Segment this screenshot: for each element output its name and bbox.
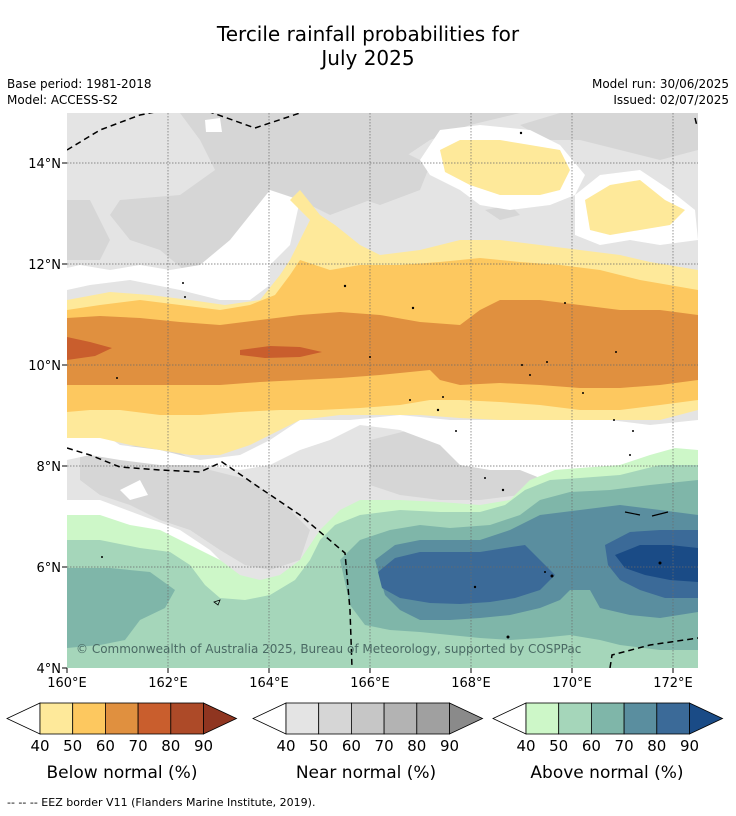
legends: 40 50 60 70 80 90 Below normal (%) 40 50 60 70 80 90… xyxy=(6,702,724,783)
x-tick-label: 162°E xyxy=(148,676,188,691)
above-normal-60-region xyxy=(67,568,175,648)
colorbar-swatch xyxy=(558,702,592,735)
colorbar-swatch xyxy=(39,702,74,735)
near-normal-50-patch xyxy=(110,113,520,275)
colorbar-1: 40 50 60 70 80 90 Below normal (%) xyxy=(6,702,238,783)
x-tick-label: 170°E xyxy=(552,676,592,691)
model-name: Model: ACCESS-S2 xyxy=(7,93,119,107)
below-normal-70-patch xyxy=(67,337,112,360)
colorbar-tick-label: 70 xyxy=(129,737,148,755)
colorbar-tick-label: 60 xyxy=(582,737,601,755)
colorbar-label: Below normal (%) xyxy=(47,763,198,783)
colorbar-swatch xyxy=(285,702,320,735)
meta-right: Model run: 30/06/2025 Issued: 02/07/2025 xyxy=(592,76,729,108)
near-normal-50-patch xyxy=(520,113,698,160)
y-tick-label: 4°N xyxy=(37,662,62,677)
x-tick-label: 172°E xyxy=(653,676,693,691)
colorbar-swatch xyxy=(318,702,352,735)
y-tick-label: 10°N xyxy=(28,359,61,374)
near-normal-50-patch xyxy=(248,520,270,555)
colorbar-label: Above normal (%) xyxy=(530,763,683,783)
colorbar-swatch xyxy=(170,702,204,735)
colorbar-tick-label: 60 xyxy=(96,737,115,755)
y-tick-label: 14°N xyxy=(28,157,61,172)
colorbar-tick-label: 70 xyxy=(615,737,634,755)
below-normal-60-band xyxy=(67,300,698,388)
colorbar-over-triangle xyxy=(689,702,724,735)
below-normal-40-patch xyxy=(440,140,570,195)
colorbar-under-triangle xyxy=(6,702,41,735)
colorbar-over-triangle xyxy=(449,702,484,735)
colorbar-tick-label: 40 xyxy=(30,737,49,755)
above-normal-90-region xyxy=(615,545,698,582)
y-tick-label: 8°N xyxy=(37,460,62,475)
x-tick-label: 166°E xyxy=(350,676,390,691)
y-axis-labels: 14°N 12°N 10°N 8°N 6°N 4°N xyxy=(28,157,61,677)
colorbar-tick-label: 70 xyxy=(375,737,394,755)
colorbar-swatch xyxy=(72,702,106,735)
colorbar-tick-label: 50 xyxy=(63,737,82,755)
below-normal-40-patch xyxy=(585,180,685,235)
no-signal-gap xyxy=(120,480,148,500)
colorbar-tick-label: 40 xyxy=(516,737,535,755)
axis-ticks xyxy=(62,162,674,673)
no-signal-gap xyxy=(205,118,222,132)
colorbar-swatch xyxy=(623,702,658,735)
colorbar-swatch xyxy=(591,702,625,735)
title-line-1: Tercile rainfall probabilities for xyxy=(216,22,520,46)
island-atoll xyxy=(213,599,221,606)
y-tick-label: 12°N xyxy=(28,258,61,273)
title-line-2: July 2025 xyxy=(321,46,415,70)
colorbar-tick-label: 40 xyxy=(276,737,295,755)
colorbar-swatch xyxy=(350,702,385,735)
colorbar-swatch xyxy=(137,702,172,735)
colorbar-3: 40 50 60 70 80 90 Above normal (%) xyxy=(492,702,724,783)
x-tick-label: 164°E xyxy=(249,676,289,691)
near-normal-50-patch xyxy=(370,430,540,500)
x-axis-labels: 160°E 162°E 164°E 166°E 168°E 170°E 172°… xyxy=(47,676,693,691)
base-period: Base period: 1981-2018 xyxy=(7,77,152,91)
colorbar-swatch xyxy=(525,702,560,735)
colorbar-tick-label: 90 xyxy=(440,737,459,755)
x-tick-label: 168°E xyxy=(451,676,491,691)
colorbar-tick-label: 80 xyxy=(647,737,666,755)
issued-date: Issued: 02/07/2025 xyxy=(613,93,729,107)
colorbar-swatch xyxy=(656,702,690,735)
island-atoll xyxy=(624,511,669,517)
near-normal-50-patch xyxy=(67,200,110,260)
colorbar-over-triangle xyxy=(203,702,238,735)
eez-border xyxy=(67,113,698,668)
model-run: Model run: 30/06/2025 xyxy=(591,77,729,91)
no-signal-gap xyxy=(67,190,300,300)
above-normal-80-region xyxy=(378,545,555,604)
eez-footnote: -- -- -- EEZ border V11 (Flanders Marine… xyxy=(7,796,316,809)
copyright-text: © Commonwealth of Australia 2025, Bureau… xyxy=(76,642,581,656)
island-dots xyxy=(101,131,662,639)
colorbar-under-triangle xyxy=(252,702,287,735)
map-title: Tercile rainfall probabilities for July … xyxy=(0,22,736,70)
below-normal-70-patch xyxy=(240,346,322,358)
gridlines xyxy=(67,113,698,668)
colorbar-under-triangle xyxy=(492,702,527,735)
colorbar-tick-label: 80 xyxy=(407,737,426,755)
colorbar-tick-label: 60 xyxy=(342,737,361,755)
map-area: © Commonwealth of Australia 2025, Bureau… xyxy=(67,113,698,668)
colorbar-tick-label: 90 xyxy=(194,737,213,755)
x-tick-label: 160°E xyxy=(47,676,87,691)
colorbar-swatch xyxy=(416,702,450,735)
colorbar-swatch xyxy=(383,702,418,735)
colorbar-tick-label: 80 xyxy=(161,737,180,755)
colorbar-swatch xyxy=(105,702,139,735)
colorbar-tick-label: 90 xyxy=(680,737,699,755)
meta-left: Base period: 1981-2018 Model: ACCESS-S2 xyxy=(7,76,152,108)
colorbar-tick-label: 50 xyxy=(309,737,328,755)
near-normal-50-patch xyxy=(340,150,430,205)
colorbar-tick-label: 50 xyxy=(549,737,568,755)
colorbar-label: Near normal (%) xyxy=(296,763,436,783)
y-tick-label: 6°N xyxy=(37,561,62,576)
